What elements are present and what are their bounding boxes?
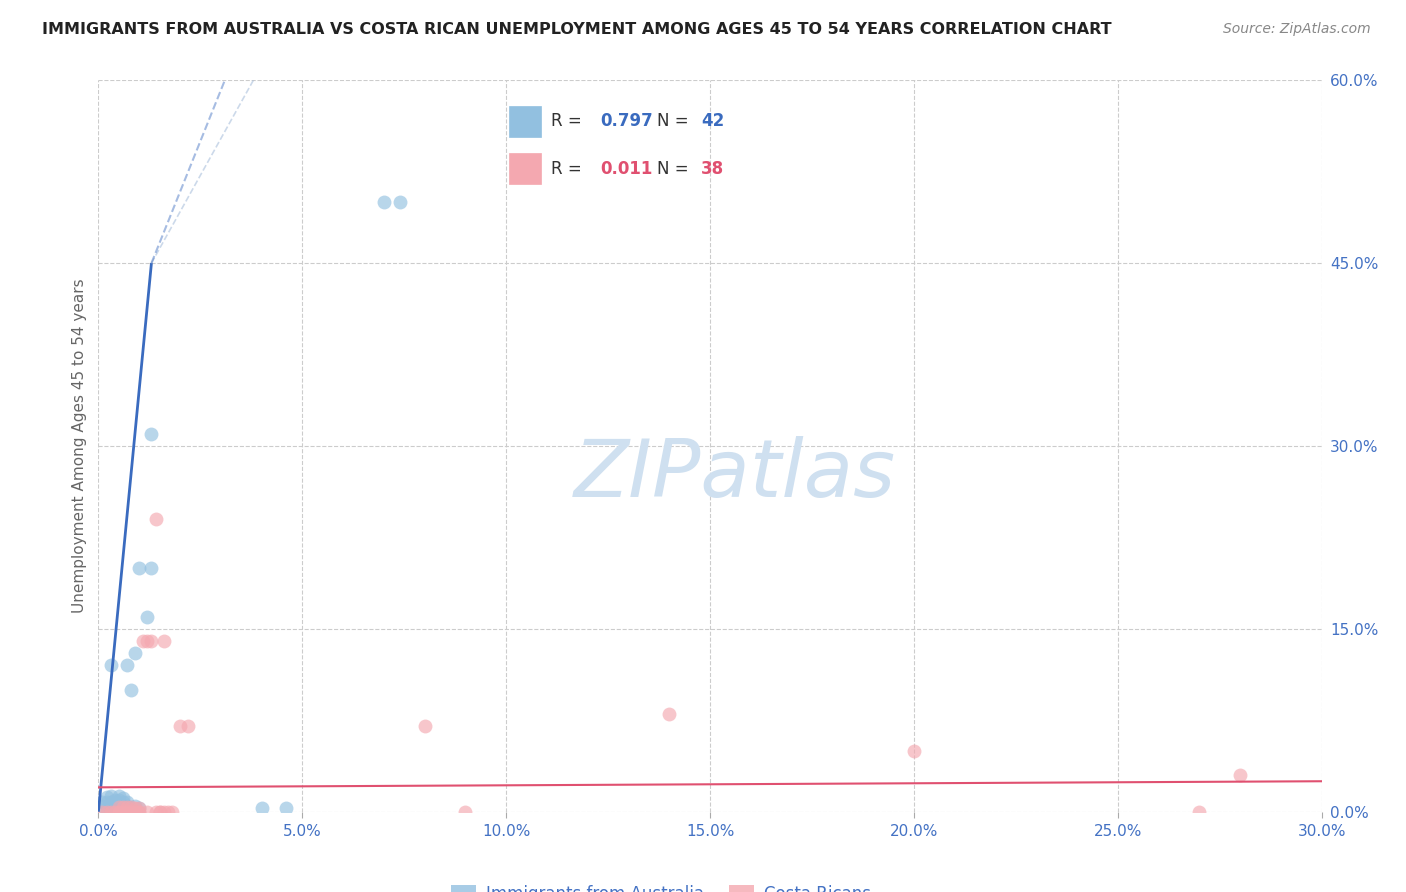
- FancyBboxPatch shape: [509, 106, 541, 136]
- Point: [149, 805, 172, 819]
- Point: [111, 805, 134, 819]
- Point: [91, 798, 114, 813]
- Point: [169, 719, 191, 733]
- Point: [250, 801, 273, 815]
- Point: [100, 658, 122, 673]
- Point: [120, 682, 142, 697]
- Point: [96, 790, 118, 805]
- Point: [96, 795, 118, 809]
- Point: [454, 805, 477, 819]
- Point: [152, 805, 174, 819]
- Point: [177, 719, 200, 733]
- Point: [136, 609, 159, 624]
- Point: [100, 789, 122, 803]
- Point: [120, 801, 142, 815]
- Text: Source: ZipAtlas.com: Source: ZipAtlas.com: [1223, 22, 1371, 37]
- Point: [96, 805, 118, 819]
- Point: [91, 795, 114, 809]
- Point: [108, 792, 131, 806]
- Point: [108, 789, 131, 803]
- Text: IMMIGRANTS FROM AUSTRALIA VS COSTA RICAN UNEMPLOYMENT AMONG AGES 45 TO 54 YEARS : IMMIGRANTS FROM AUSTRALIA VS COSTA RICAN…: [42, 22, 1112, 37]
- Point: [124, 646, 146, 660]
- Point: [124, 801, 146, 815]
- Point: [152, 634, 174, 648]
- Text: 42: 42: [702, 112, 724, 130]
- Point: [108, 801, 131, 815]
- Text: 38: 38: [702, 160, 724, 178]
- Point: [160, 805, 183, 819]
- Point: [104, 796, 127, 810]
- Point: [91, 805, 114, 819]
- Point: [104, 805, 127, 819]
- Point: [115, 795, 138, 809]
- Point: [413, 719, 436, 733]
- Text: ZIPatlas: ZIPatlas: [574, 436, 896, 515]
- Point: [115, 798, 138, 813]
- Point: [149, 805, 172, 819]
- Point: [141, 634, 163, 648]
- Point: [120, 800, 142, 814]
- Point: [111, 801, 134, 815]
- Point: [128, 801, 150, 815]
- Point: [120, 805, 142, 819]
- Point: [108, 805, 131, 819]
- Point: [274, 801, 297, 815]
- Point: [111, 805, 134, 819]
- Point: [108, 796, 131, 810]
- Point: [156, 805, 179, 819]
- Point: [903, 744, 925, 758]
- Point: [115, 800, 138, 814]
- Point: [141, 426, 163, 441]
- Point: [145, 805, 167, 819]
- Point: [111, 798, 134, 813]
- Point: [100, 795, 122, 809]
- Point: [100, 805, 122, 819]
- Text: R =: R =: [551, 160, 582, 178]
- Point: [104, 801, 127, 815]
- Point: [128, 561, 150, 575]
- Legend: Immigrants from Australia, Costa Ricans: Immigrants from Australia, Costa Ricans: [444, 879, 877, 892]
- Point: [108, 805, 131, 819]
- Point: [658, 707, 681, 722]
- Point: [132, 634, 155, 648]
- Point: [108, 800, 131, 814]
- Point: [128, 805, 150, 819]
- Point: [1188, 805, 1211, 819]
- Point: [389, 195, 412, 210]
- Point: [145, 512, 167, 526]
- Point: [100, 798, 122, 813]
- Y-axis label: Unemployment Among Ages 45 to 54 years: Unemployment Among Ages 45 to 54 years: [72, 278, 87, 614]
- Point: [100, 805, 122, 819]
- Text: R =: R =: [551, 112, 582, 130]
- Point: [141, 561, 163, 575]
- Point: [373, 195, 395, 210]
- Point: [115, 805, 138, 819]
- Point: [104, 804, 127, 818]
- Text: N =: N =: [657, 112, 688, 130]
- Point: [124, 798, 146, 813]
- Text: N =: N =: [657, 160, 688, 178]
- Point: [1229, 768, 1251, 782]
- Point: [136, 634, 159, 648]
- Point: [124, 805, 146, 819]
- Point: [111, 795, 134, 809]
- Point: [96, 804, 118, 818]
- Point: [128, 805, 150, 819]
- Text: 0.011: 0.011: [600, 160, 652, 178]
- FancyBboxPatch shape: [509, 153, 541, 184]
- Point: [128, 801, 150, 815]
- Point: [96, 801, 118, 815]
- Point: [104, 798, 127, 813]
- Point: [115, 658, 138, 673]
- Text: 0.797: 0.797: [600, 112, 652, 130]
- Point: [111, 791, 134, 805]
- Point: [136, 805, 159, 819]
- Point: [111, 800, 134, 814]
- Point: [108, 805, 131, 819]
- Point: [104, 792, 127, 806]
